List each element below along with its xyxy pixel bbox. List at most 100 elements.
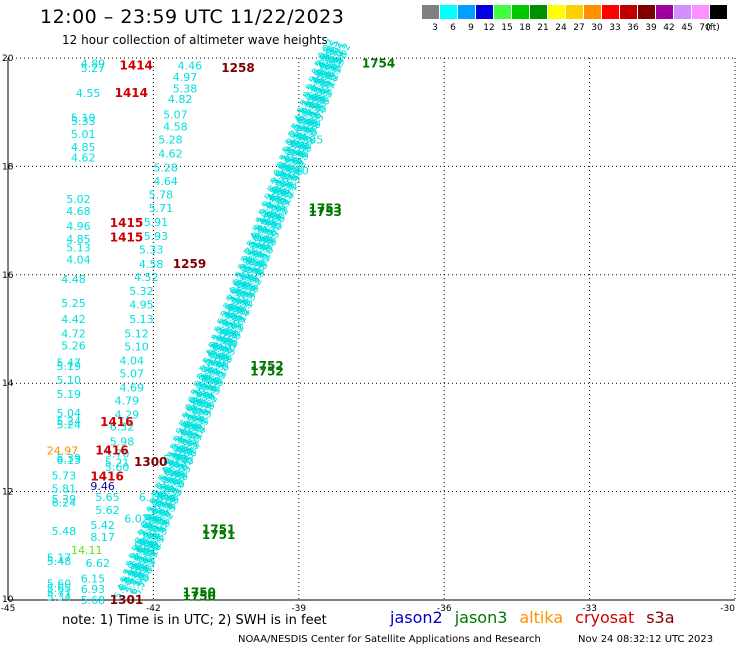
wave-height-value: 6.15 bbox=[81, 572, 106, 585]
time-label: 1300 bbox=[134, 455, 167, 469]
x-tick-label: -33 bbox=[582, 604, 597, 614]
y-tick-label: 16 bbox=[2, 271, 14, 281]
time-label: 1415 bbox=[110, 216, 143, 230]
wave-height-value: 5.91 bbox=[144, 216, 169, 229]
legend-label: 3 bbox=[432, 23, 438, 33]
time-label: 1416 bbox=[95, 443, 128, 457]
x-tick-label: -30 bbox=[720, 604, 735, 614]
wave-height-value: 5.39 bbox=[57, 452, 82, 465]
wave-height-value: 5.71 bbox=[149, 202, 174, 215]
time-label: 1301 bbox=[110, 593, 143, 607]
legend-label: 21 bbox=[537, 23, 549, 33]
time-label: 1752 bbox=[250, 364, 283, 378]
wave-height-value: 9.46 bbox=[90, 480, 115, 493]
wave-height-value: 5.78 bbox=[149, 189, 174, 202]
legend-swatch bbox=[692, 5, 709, 19]
time-label: 1750 bbox=[183, 585, 216, 599]
legend-swatch bbox=[638, 5, 655, 19]
wave-height-value: 5.10 bbox=[57, 374, 82, 387]
wave-height-value: 8.17 bbox=[90, 531, 115, 544]
wave-height-value: 5.10 bbox=[124, 340, 149, 353]
wave-height-value: 5.38 bbox=[173, 82, 198, 95]
y-tick-label: 10 bbox=[2, 595, 14, 605]
wave-height-value: 5.13 bbox=[66, 242, 91, 255]
wave-height-value: 6.16 bbox=[139, 491, 164, 504]
wave-height-value: 14.11 bbox=[71, 544, 103, 557]
legend-swatch bbox=[584, 5, 601, 19]
wave-height-value: 5.19 bbox=[57, 360, 82, 373]
wave-height-value: 5.47 bbox=[57, 357, 82, 370]
wave-height-value: 4.48 bbox=[61, 273, 86, 286]
legend-swatch bbox=[458, 5, 475, 19]
time-label: 1414 bbox=[120, 59, 153, 73]
legend-swatch bbox=[656, 5, 673, 19]
time-label: 1416 bbox=[90, 469, 123, 483]
color-legend: 3 6 9 12 15 18 21 24 27 30 33 36 39 42 45 70 (ft) bbox=[422, 5, 727, 35]
credit-line: NOAA/NESDIS Center for Satellite Applica… bbox=[238, 634, 541, 645]
wave-height-value: 4.64 bbox=[153, 175, 178, 188]
legend-swatch bbox=[566, 5, 583, 19]
wave-height-value: 24.97 bbox=[47, 444, 79, 457]
page-title: 12:00 – 23:59 UTC 11/22/2023 bbox=[40, 6, 345, 28]
wave-height-value: 5.60 bbox=[105, 461, 129, 474]
y-tick-label: 20 bbox=[2, 54, 14, 64]
wave-height-value: 4.95 bbox=[129, 299, 154, 312]
wave-height-value: 4.55 bbox=[76, 87, 101, 100]
wave-height-value: 5.71 bbox=[47, 586, 72, 599]
wave-height-value: 5.42 bbox=[90, 519, 115, 532]
time-label: 1414 bbox=[115, 86, 148, 100]
y-tick-label: 12 bbox=[2, 488, 13, 498]
time-label: 1750 bbox=[183, 590, 216, 604]
wave-height-value: 6.24 bbox=[52, 496, 77, 509]
footnote: note: 1) Time is in UTC; 2) SWH is in fe… bbox=[62, 613, 327, 628]
wave-height-value: 6.62 bbox=[86, 557, 111, 570]
wave-height-value: 5.26 bbox=[61, 339, 86, 352]
wave-height-value: 4.04 bbox=[120, 354, 145, 367]
time-labels: 1414 125814141754141514151753175312591752… bbox=[90, 56, 395, 607]
wave-height-value: 5.24 bbox=[57, 415, 82, 428]
legend-label: 70 bbox=[699, 23, 711, 33]
wave-height-value: 6.13 bbox=[57, 454, 82, 467]
wave-height-value: 5.10 bbox=[134, 540, 159, 553]
time-label: 1416 bbox=[100, 415, 133, 429]
time-label: 1753 bbox=[309, 205, 342, 219]
legend-unit: (ft) bbox=[706, 23, 720, 33]
legend-swatch bbox=[710, 5, 727, 19]
wave-height-value: 4.62 bbox=[71, 152, 96, 165]
wave-height-value: 5.33 bbox=[139, 243, 164, 256]
legend-swatch bbox=[476, 5, 493, 19]
wave-height-value: 4.68 bbox=[66, 205, 91, 218]
legend-swatch bbox=[530, 5, 547, 19]
wave-height-value: 4.04 bbox=[66, 254, 91, 267]
wave-height-value: 5.12 bbox=[124, 327, 149, 340]
wave-height-value: 5.10 bbox=[71, 112, 96, 125]
y-tick-label: 18 bbox=[2, 162, 14, 172]
satellite-name-jason3: jason3 bbox=[454, 608, 508, 627]
time-label: 1258 bbox=[221, 61, 254, 75]
time-label: 1751 bbox=[202, 523, 235, 537]
wave-height-value: 5.98 bbox=[163, 453, 188, 466]
satellite-name-s3a: s3a bbox=[646, 608, 675, 627]
wave-height-value: 5.27 bbox=[81, 62, 106, 75]
legend-swatch bbox=[512, 5, 529, 19]
wave-height-value: 5.70 bbox=[105, 448, 129, 461]
wave-height-value: 4.58 bbox=[139, 258, 164, 271]
legend-label: 39 bbox=[645, 23, 657, 33]
wave-height-value: 5.34 bbox=[47, 591, 72, 604]
legend-swatch bbox=[494, 5, 511, 19]
wave-height-value: 5.48 bbox=[47, 555, 72, 568]
legend-label: 15 bbox=[501, 23, 513, 33]
time-label: 1259 bbox=[173, 257, 206, 271]
legend-swatch bbox=[548, 5, 565, 19]
x-tick-label: -36 bbox=[437, 604, 452, 614]
wave-height-value: 5.21 bbox=[105, 456, 129, 469]
wave-height-value: 5.28 bbox=[153, 162, 178, 175]
wave-height-value: 5.32 bbox=[129, 285, 154, 298]
wave-height-value: 5.48 bbox=[52, 525, 77, 538]
wave-height-value: 4.58 bbox=[163, 120, 188, 133]
wave-height-value: 5.98 bbox=[110, 436, 135, 449]
satellite-name-altika: altika bbox=[519, 608, 564, 627]
wave-height-value: 5.02 bbox=[66, 193, 91, 206]
